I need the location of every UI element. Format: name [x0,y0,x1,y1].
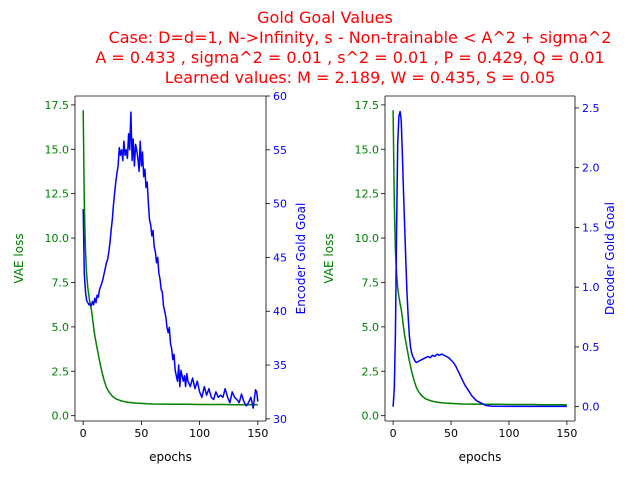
gold-goal-line [392,110,567,408]
right-y-tick-label: 55 [273,144,287,157]
right-y-tick-label: 0.0 [582,401,600,414]
left-y-axis-label: VAE loss [322,233,336,283]
left-y-tick-label: 0.0 [362,410,380,423]
right-y-tick-label: 1.5 [582,221,600,234]
x-tick-label: 0 [80,427,87,440]
right-y-tick-label: 60 [273,90,287,103]
left-y-tick-label: 10.0 [45,232,70,245]
x-axis-label: epochs [149,450,192,464]
left-y-tick-label: 2.5 [52,365,70,378]
left-y-tick-label: 15.0 [355,143,380,156]
left-chart-panel: 0 50 100 150 epochs 0.0 2.5 5.0 7.5 10.0 12.5 15.0 1… [12,90,308,464]
left-y-axis-label: VAE loss [12,233,26,283]
x-tick-label: 150 [556,427,577,440]
left-y-tick-label: 2.5 [362,365,380,378]
right-y-tick-label: 45 [273,251,287,264]
x-tick-label: 50 [134,427,148,440]
gold-goal-line [82,111,259,409]
right-y-tick-label: 2.5 [582,102,600,115]
x-tick-label: 150 [247,427,268,440]
left-y-tick-label: 5.0 [52,321,70,334]
left-y-tick-label: 5.0 [362,321,380,334]
right-y-tick-label: 1.0 [582,281,600,294]
right-y-tick-label: 2.0 [582,162,600,175]
left-y-tick-label: 17.5 [355,99,380,112]
left-y-tick-label: 10.0 [355,232,380,245]
left-y-tick-label: 7.5 [52,276,70,289]
x-tick-label: 0 [390,427,397,440]
left-y-tick-label: 0.0 [52,410,70,423]
figure-title: Gold Goal Values Case: D=d=1, N->Infinit… [0,8,640,88]
left-y-tick-label: 12.5 [45,188,70,201]
left-y-tick-label: 17.5 [45,99,70,112]
right-chart-panel: 0 50 100 150 epochs 0.0 2.5 5.0 7.5 10.0 12.5 15.0 1… [322,95,617,464]
title-line-4: Learned values: M = 2.189, W = 0.435, S … [164,68,556,87]
x-axis-label: epochs [459,450,502,464]
right-y-axis-label: Encoder Gold Goal [294,203,308,315]
left-y-tick-label: 15.0 [45,143,70,156]
right-y-tick-label: 30 [273,413,287,426]
right-y-tick-label: 35 [273,359,287,372]
left-y-tick-label: 12.5 [355,188,380,201]
vae-loss-line [392,110,567,406]
right-y-axis-label: Decoder Gold Goal [603,202,617,315]
right-y-tick-label: 0.5 [582,341,600,354]
right-y-tick-label: 40 [273,305,287,318]
title-line-3: A = 0.433 , sigma^2 = 0.01 , s^2 = 0.01 … [95,48,605,67]
x-tick-label: 100 [189,427,210,440]
vae-loss-line [82,110,258,406]
right-y-tick-label: 50 [273,198,287,211]
x-tick-label: 50 [444,427,458,440]
left-y-tick-label: 7.5 [362,276,380,289]
title-line-1: Gold Goal Values [257,8,393,27]
title-line-2: Case: D=d=1, N->Infinity, s - Non-traina… [108,28,612,47]
x-tick-label: 100 [498,427,519,440]
